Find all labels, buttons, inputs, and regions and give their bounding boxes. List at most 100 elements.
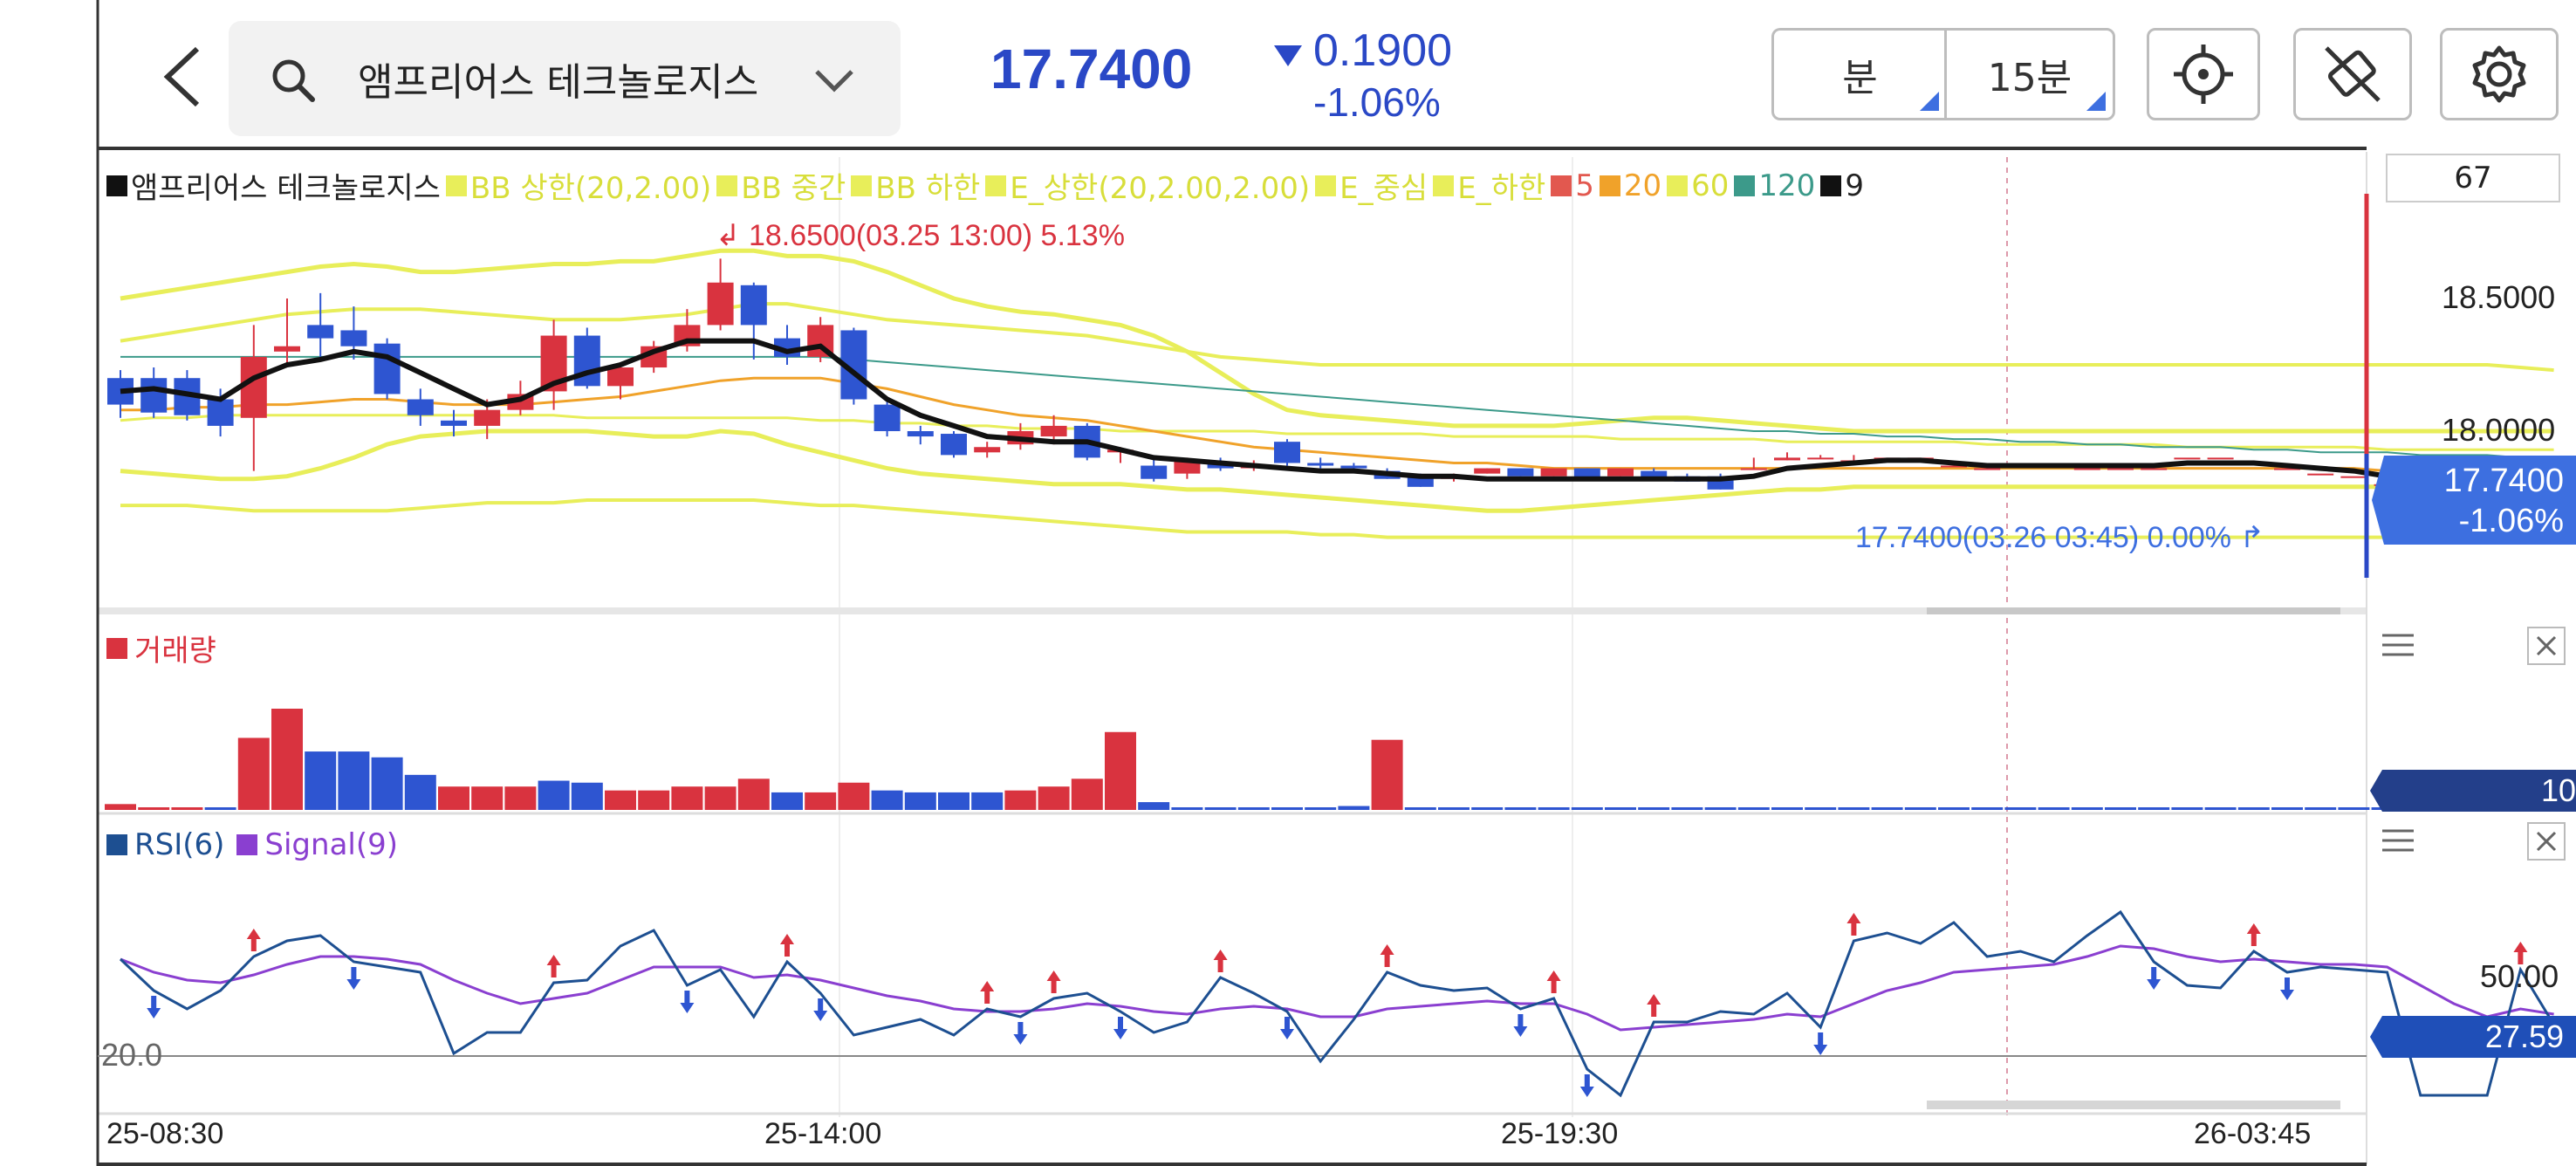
volume-bar (1538, 807, 1570, 810)
candle-down (1407, 476, 1434, 487)
volume-bar (1638, 807, 1670, 810)
candle-down (941, 434, 967, 456)
volume-bar (2271, 807, 2303, 810)
indicator-line-E (120, 498, 2554, 539)
volume-bar (671, 786, 703, 810)
arrow-down-left-icon: ↲ (716, 219, 749, 252)
candle-up (974, 447, 1001, 453)
volume-bar (1971, 807, 2004, 810)
volume-bar (737, 778, 770, 810)
sell-arrow-icon (147, 996, 161, 1019)
last-annotation: 17.7400(03.26 03:45) 0.00% ↱ (1855, 520, 2264, 555)
volume-bar (1571, 807, 1603, 810)
legend-e-mid: E_중심 (1339, 171, 1428, 206)
candle-up (2340, 476, 2367, 478)
candle-up (1740, 468, 1767, 470)
candle-down (373, 343, 401, 394)
legend-e-upper: E_상한(20,2.00,2.00) (1010, 171, 1311, 206)
volume-bar (1838, 807, 1870, 810)
ma9-line (120, 338, 2555, 497)
rsi-tag-value: 27.59 (2484, 1019, 2564, 1054)
candle-up (1474, 468, 1501, 474)
clear-drawings-button[interactable] (2293, 28, 2412, 120)
legend-ma9: 9 (1845, 168, 1864, 203)
volume-bar (1938, 807, 1970, 810)
volume-bar (338, 751, 370, 810)
legend-ma20: 20 (1623, 168, 1662, 203)
candle-down (1573, 468, 1600, 479)
volume-bar (1605, 807, 1636, 810)
volume-bar (2171, 807, 2203, 810)
volume-bar (404, 774, 436, 810)
interval-button[interactable]: 15분 (1944, 28, 2115, 120)
volume-bar (538, 780, 570, 810)
volume-bar (504, 786, 537, 810)
volume-bar (1105, 731, 1136, 810)
back-button[interactable] (157, 42, 209, 112)
volume-bar (1805, 807, 1837, 810)
close-icon (2527, 822, 2566, 861)
buy-arrow-icon (1846, 913, 1861, 936)
header-divider (98, 147, 2367, 150)
volume-bar (838, 782, 870, 810)
volume-close-button[interactable] (2527, 627, 2566, 669)
buy-arrow-icon (2246, 923, 2261, 946)
sell-arrow-icon (1280, 1017, 1294, 1039)
rsi-tick-20: 20.0 (101, 1037, 163, 1073)
volume-bar (105, 804, 136, 810)
rsi-line (119, 909, 2555, 1098)
volume-bar (438, 786, 469, 810)
dropdown-corner-icon (2086, 92, 2106, 111)
volume-bar (1504, 807, 1537, 810)
candle-up (607, 367, 634, 387)
candle-up (707, 282, 734, 326)
sell-arrow-icon (1013, 1022, 1028, 1045)
legend-swatch (1551, 175, 1572, 196)
rsi-menu-button[interactable] (2381, 827, 2415, 857)
volume-bar (2004, 807, 2037, 810)
volume-menu-button[interactable] (2381, 632, 2415, 662)
candle-down (407, 399, 434, 415)
candle-up (2307, 473, 2334, 476)
candle-down (307, 325, 334, 339)
settings-button[interactable] (2440, 28, 2559, 120)
volume-bar (1271, 807, 1303, 810)
candle-up (1540, 468, 1567, 477)
price-change-pct: -1.06% (1313, 79, 1441, 125)
legend-swatch (106, 175, 127, 196)
close-icon (2527, 627, 2566, 665)
last-annotation-text: 17.7400(03.26 03:45) 0.00% (1855, 521, 2232, 554)
rsi-tick-50: 50.00 (2480, 958, 2559, 994)
interval-label: 15분 (1987, 56, 2072, 100)
candle-up (1607, 468, 1634, 477)
candle-up (2141, 468, 2168, 470)
volume-bar (1871, 807, 1903, 810)
volume-bar (1371, 739, 1403, 810)
legend-bb-mid: BB 중간 (741, 171, 846, 206)
volume-bar (1338, 806, 1370, 810)
buy-arrow-icon (1046, 971, 1061, 993)
legend-swatch (716, 175, 738, 196)
volume-bar (1704, 807, 1737, 810)
volume-bar (1471, 807, 1504, 810)
price-panel (107, 248, 2567, 539)
volume-bar (871, 790, 903, 810)
stock-search-box[interactable]: 앰프리어스 테크놀로지스 (229, 21, 901, 136)
interval-unit-button[interactable]: 분 (1771, 28, 1946, 120)
current-price: 17.7400 (990, 38, 1193, 100)
candle-up (1941, 465, 1967, 468)
price-axis-top-value: 67 (2386, 154, 2560, 202)
crosshair-button[interactable] (2147, 28, 2260, 120)
volume-bar (1305, 807, 1337, 810)
indicator-line-BB20200 (120, 248, 2554, 434)
high-annotation-text: 18.6500(03.25 13:00) 5.13% (748, 219, 1125, 252)
volume-bar (1438, 807, 1470, 810)
header-bar: 앰프리어스 테크놀로지스 17.7400 0.1900 -1.06% 분 15분 (0, 0, 2576, 150)
volume-bar (271, 709, 303, 810)
x-label: 26-03:45 (2194, 1117, 2312, 1150)
rsi-close-button[interactable] (2527, 822, 2566, 864)
volume-bar (1671, 807, 1703, 810)
menu-icon (2382, 829, 2414, 852)
rsi-panel (98, 909, 2561, 1098)
